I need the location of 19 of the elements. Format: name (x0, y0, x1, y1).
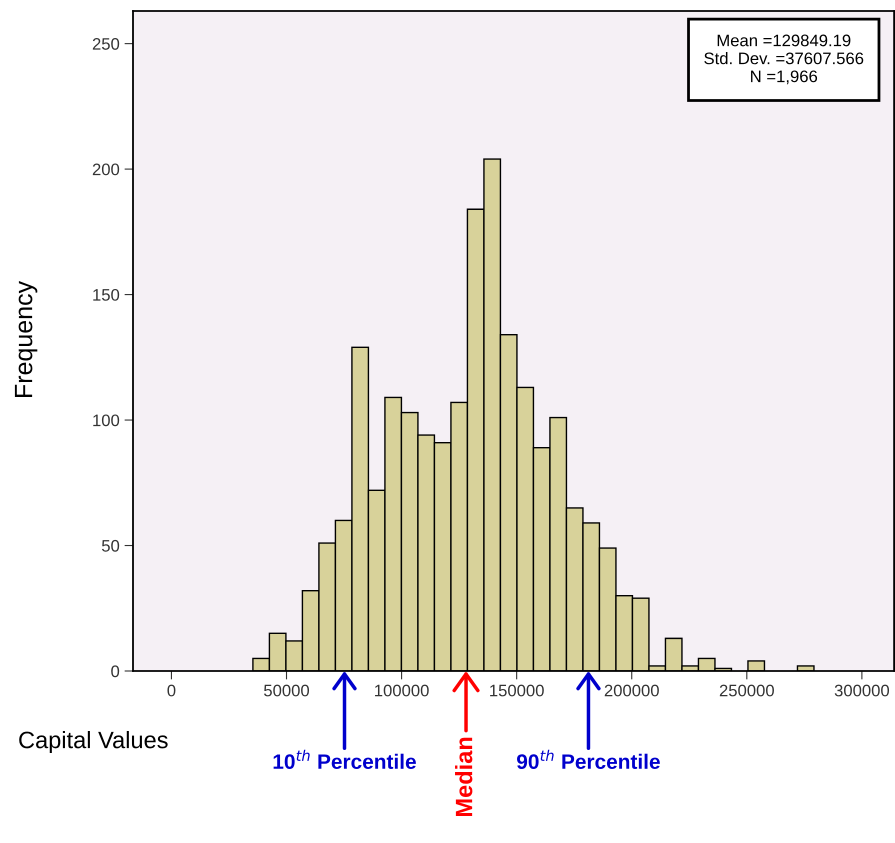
annotation: 10$^{th}$ Percentile (274, 750, 416, 770)
y-tick-label: 250 (92, 38, 120, 50)
x-axis-title: Capital Values (19, 730, 168, 754)
y-tick-label: 50 (102, 540, 120, 552)
x-tick-label: 300000 (834, 684, 890, 696)
y-tick-label: 100 (93, 414, 120, 426)
annotation: Mean =129849.19 Std. Dev. =37607.566 N =1,966 (704, 34, 864, 84)
x-tick-label: 250000 (720, 684, 774, 696)
y-tick-label: 150 (93, 288, 120, 301)
annotation: Median (455, 738, 472, 816)
x-tick-label: 100000 (375, 684, 429, 696)
x-tick-label: 50000 (264, 684, 310, 696)
y-tick-label: 0 (111, 665, 120, 678)
annotation: 90$^{th}$ Percentile (517, 750, 660, 770)
x-tick-label: 0 (167, 684, 176, 696)
x-tick-label: 200000 (604, 684, 659, 696)
y-tick-label: 200 (92, 164, 120, 176)
x-tick-label: 150000 (490, 684, 544, 696)
y-axis-title: Frequency (14, 280, 38, 397)
